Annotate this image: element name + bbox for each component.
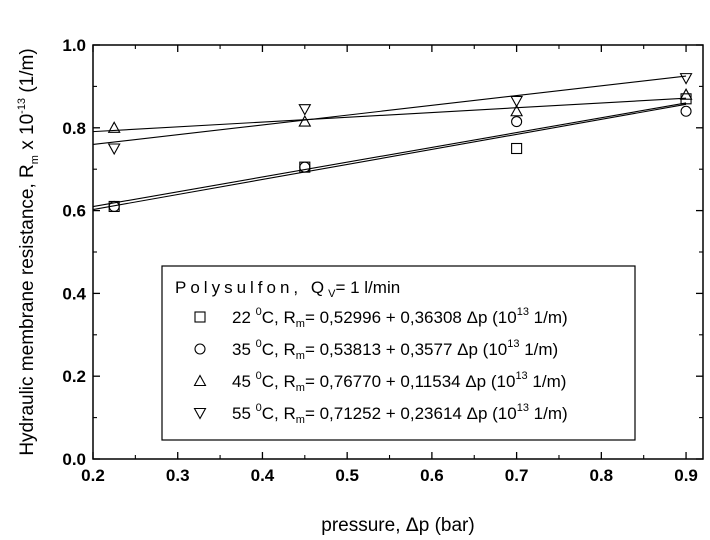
data-points — [107, 73, 693, 213]
legend-marker — [194, 343, 206, 355]
data-point — [298, 104, 312, 116]
data-point — [107, 121, 121, 133]
legend-entry: 35 0C, Rm= 0,53813 + 0,3577 Δp (1013 1/m… — [232, 338, 558, 362]
data-point — [298, 114, 312, 127]
data-point — [511, 142, 523, 155]
x-tick-label: 0.6 — [420, 466, 444, 485]
legend-marker — [193, 407, 207, 420]
legend-box — [161, 265, 636, 441]
legend: Polysulfon, QV= 1 l/min 22 0C, Rm= 0,529… — [161, 265, 636, 441]
y-tick-label: 0.6 — [62, 202, 86, 221]
x-axis-title: pressure, Δp (bar) — [321, 514, 474, 536]
legend-entry: 55 0C, Rm= 0,71252 + 0,23614 Δp (1013 1/… — [232, 402, 568, 426]
data-point — [510, 95, 524, 108]
y-tick-label: 0.0 — [62, 450, 86, 469]
y-tick-label: 0.8 — [62, 119, 86, 138]
data-point — [510, 104, 524, 117]
fit-line — [92, 97, 687, 133]
fit-line — [92, 75, 687, 146]
y-axis-title: Hydraulic membrane resistance, Rm x 10-1… — [16, 48, 41, 455]
legend-entry: 22 0C, Rm= 0,52996 + 0,36308 Δp (1013 1/… — [232, 306, 568, 330]
x-tick-label: 0.3 — [166, 466, 190, 485]
fit-lines — [92, 75, 687, 211]
y-tick-label: 0.2 — [62, 367, 86, 386]
x-tick-label: 0.8 — [590, 466, 614, 485]
data-point — [679, 88, 693, 100]
y-tick-label: 1.0 — [62, 36, 86, 55]
x-tick-label: 0.2 — [81, 466, 105, 485]
data-point — [511, 116, 523, 128]
legend-marker — [193, 374, 207, 387]
data-point — [299, 161, 311, 173]
data-point — [108, 200, 120, 213]
data-point — [680, 105, 692, 117]
x-tick-label: 0.9 — [674, 466, 698, 485]
data-point — [107, 143, 121, 156]
x-tick-label: 0.5 — [335, 466, 359, 485]
axis-ticks: 0.2 0.3 0.4 0.5 0.6 0.7 0.8 0.90.00.20.40.60.81… — [62, 36, 703, 485]
fit-line — [92, 102, 687, 208]
legend-title: Polysulfon, QV= 1 l/min — [175, 278, 400, 300]
x-tick-label: 0.4 — [251, 466, 275, 485]
x-tick-label: 0.7 — [505, 466, 529, 485]
fit-line — [92, 103, 687, 211]
legend-entry: 45 0C, Rm= 0,76770 + 0,11534 Δp (1013 1/… — [232, 370, 566, 394]
data-point — [679, 73, 693, 85]
legend-marker — [194, 311, 206, 323]
y-tick-label: 0.4 — [62, 284, 86, 303]
